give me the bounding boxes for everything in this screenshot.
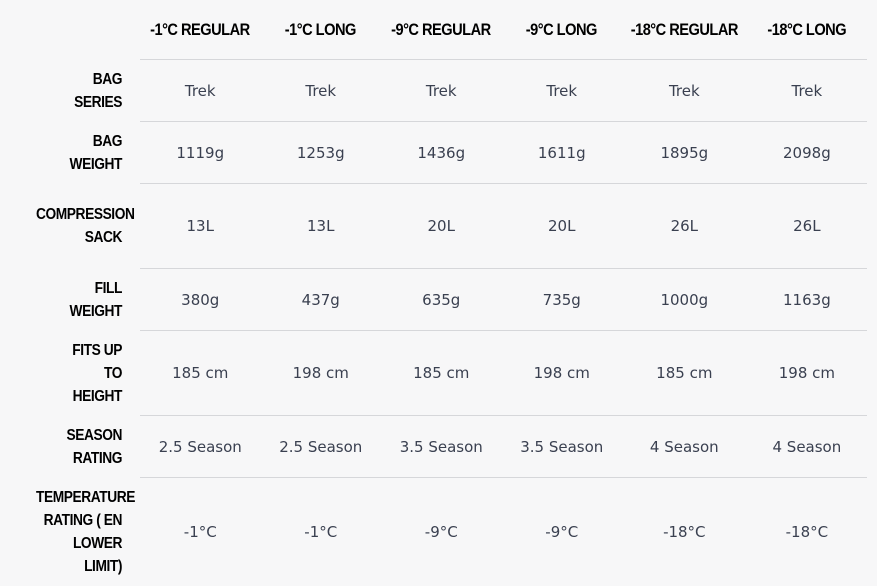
row-header-label: FITS UP TO HEIGHT	[58, 339, 123, 408]
table-cell: 1163g	[747, 269, 868, 331]
table-cell: -1°C	[261, 478, 382, 586]
row-header-label: TEMPERATURE RATING ( EN LOWER LIMIT)	[36, 486, 122, 578]
table-cell: 26L	[747, 184, 868, 269]
table-cell: 198 cm	[747, 331, 868, 416]
table-cell: Trek	[747, 60, 868, 122]
column-header-label: -18°C REGULAR	[631, 20, 738, 40]
table-cell: 2098g	[747, 122, 868, 184]
column-header: -9°C LONG	[502, 0, 623, 60]
table-cell: Trek	[261, 60, 382, 122]
column-header-label: -1°C LONG	[285, 20, 356, 40]
table-cell: 20L	[381, 184, 502, 269]
column-header: -1°C LONG	[261, 0, 382, 60]
table-cell: Trek	[622, 60, 747, 122]
row-header-label: COMPRESSION SACK	[36, 203, 122, 249]
column-header-label: -18°C LONG	[768, 20, 847, 40]
table-cell: 635g	[381, 269, 502, 331]
row-header: SEASON RATING	[0, 416, 140, 478]
column-header: -18°C REGULAR	[622, 0, 747, 60]
row-header-label: FILL WEIGHT	[45, 277, 122, 323]
column-header-row: -1°C REGULAR -1°C LONG -9°C REGULAR -9°C LO…	[0, 0, 867, 60]
row-header-label: BAG SERIES	[45, 68, 122, 114]
table-cell: -9°C	[381, 478, 502, 586]
table-cell: 13L	[261, 184, 382, 269]
table-cell: Trek	[140, 60, 261, 122]
table-cell: 1611g	[502, 122, 623, 184]
column-header: -18°C LONG	[747, 0, 868, 60]
table-cell: -1°C	[140, 478, 261, 586]
row-header: BAG SERIES	[0, 60, 140, 122]
table-cell: 13L	[140, 184, 261, 269]
row-header-label: BAG WEIGHT	[45, 130, 122, 176]
column-header-label: -1°C REGULAR	[150, 20, 250, 40]
table-cell: 1000g	[622, 269, 747, 331]
row-header: FILL WEIGHT	[0, 269, 140, 331]
column-header-label: -9°C REGULAR	[391, 20, 491, 40]
table-cell: 1119g	[140, 122, 261, 184]
table-cell: -18°C	[622, 478, 747, 586]
row-header: BAG WEIGHT	[0, 122, 140, 184]
table-cell: -9°C	[502, 478, 623, 586]
table-row: TEMPERATURE RATING ( EN LOWER LIMIT)-1°C…	[0, 478, 867, 586]
table-cell: 4 Season	[747, 416, 868, 478]
column-header: -9°C REGULAR	[381, 0, 502, 60]
row-header: TEMPERATURE RATING ( EN LOWER LIMIT)	[0, 478, 140, 586]
table-cell: 185 cm	[622, 331, 747, 416]
table-cell: 735g	[502, 269, 623, 331]
table-cell: 1253g	[261, 122, 382, 184]
row-header: FITS UP TO HEIGHT	[0, 331, 140, 416]
corner-cell	[0, 0, 140, 60]
table-cell: Trek	[381, 60, 502, 122]
table-cell: 198 cm	[502, 331, 623, 416]
table-cell: 380g	[140, 269, 261, 331]
column-header-label: -9°C LONG	[526, 20, 597, 40]
table-cell: 185 cm	[140, 331, 261, 416]
table-cell: 2.5 Season	[140, 416, 261, 478]
table-cell: 198 cm	[261, 331, 382, 416]
column-header: -1°C REGULAR	[140, 0, 261, 60]
table-cell: 1895g	[622, 122, 747, 184]
table-cell: -18°C	[747, 478, 868, 586]
table-cell: 437g	[261, 269, 382, 331]
table-cell: 3.5 Season	[502, 416, 623, 478]
table-cell: 185 cm	[381, 331, 502, 416]
table-cell: 3.5 Season	[381, 416, 502, 478]
table-cell: 20L	[502, 184, 623, 269]
table-cell: Trek	[502, 60, 623, 122]
table-cell: 1436g	[381, 122, 502, 184]
row-header-label: SEASON RATING	[19, 424, 122, 470]
row-header: COMPRESSION SACK	[0, 184, 140, 269]
table-cell: 2.5 Season	[261, 416, 382, 478]
table-cell: 26L	[622, 184, 747, 269]
table-cell: 4 Season	[622, 416, 747, 478]
